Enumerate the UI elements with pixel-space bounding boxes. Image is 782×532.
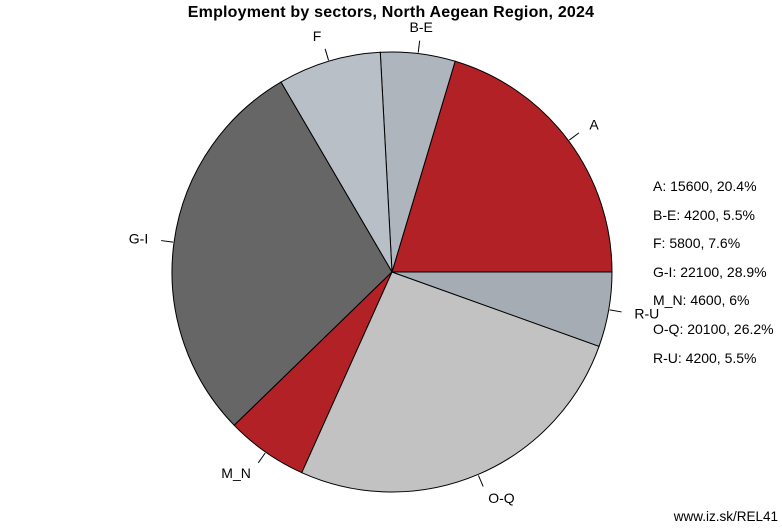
legend-entry: G-I: 22100, 28.9% [653,263,767,280]
pie-slice-F [280,51,393,273]
pie-slice-R-U [391,271,613,347]
slice-label-M_N: M_N [221,465,251,481]
slice-leader-B-E [417,40,421,53]
legend-entry: F: 5800, 7.6% [653,235,741,252]
pie-slice-G-I [171,81,393,427]
watermark-text: www.iz.sk/REL41 [673,509,778,524]
pie-slice-A [391,60,613,273]
pie-slice-O-Q [301,271,600,493]
slice-label-O-Q: O-Q [488,490,515,506]
slice-leader-R-U [609,309,622,313]
chart-legend: A: 15600, 20.4% B-E: 4200, 5.5% F: 5800, 7… [653,172,774,372]
slice-label-A: A [589,117,599,133]
legend-entry: R-U: 4200, 5.5% [653,349,757,366]
slice-label-G-I: G-I [129,230,148,246]
slice-label-B-E: B-E [410,19,433,35]
slice-leader-F [324,48,330,61]
slice-leader-O-Q [477,475,484,487]
legend-entry: B-E: 4200, 5.5% [653,206,755,223]
legend-entry: M_N: 4600, 6% [653,292,750,309]
slice-label-F: F [313,28,322,44]
legend-entry: O-Q: 20100, 26.2% [653,320,774,337]
slice-label-R-U: R-U [634,306,659,322]
slice-leader-A [568,132,580,141]
slice-leader-G-I [161,240,174,243]
legend-entry: A: 15600, 20.4% [653,178,757,194]
slice-leader-M_N [257,452,266,464]
chart-title: Employment by sectors, North Aegean Regi… [187,4,595,21]
